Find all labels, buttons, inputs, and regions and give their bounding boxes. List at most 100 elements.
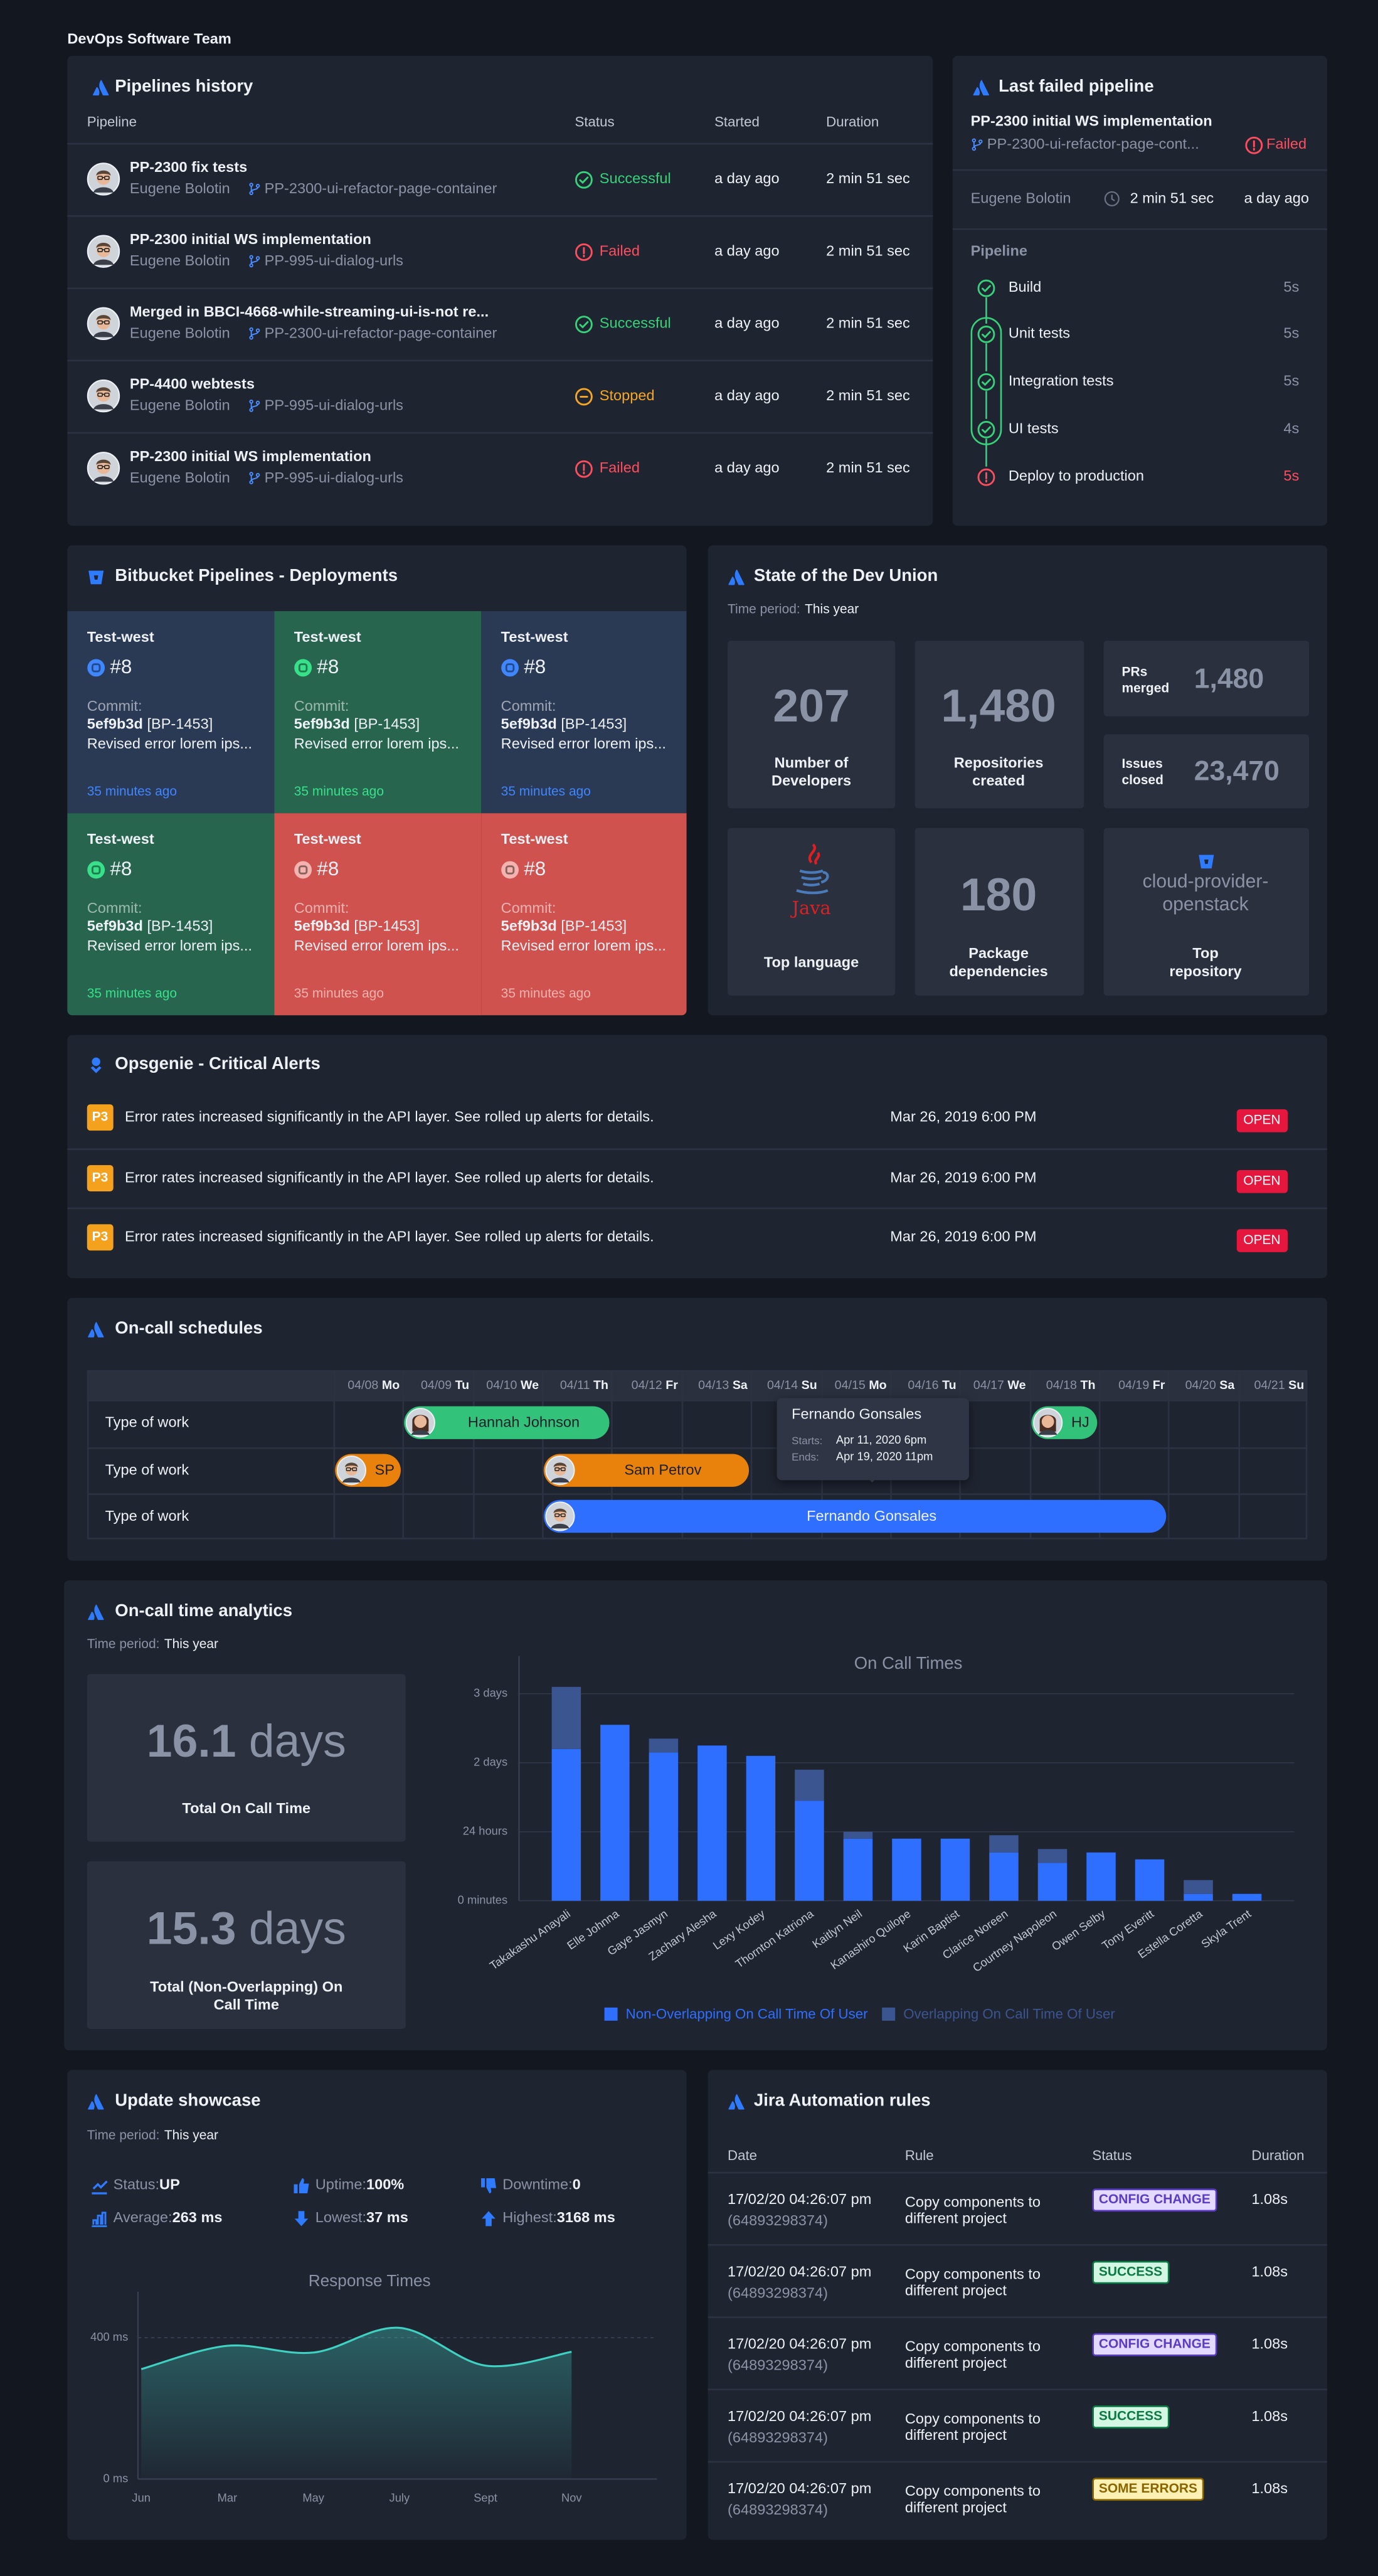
label: Hannah Johnson [467, 1413, 580, 1430]
shape [104, 465, 110, 469]
grid-line [1029, 1370, 1031, 1540]
step-connector [985, 439, 987, 467]
divider [67, 359, 933, 362]
date-header: 04/08 Mo [347, 1378, 400, 1393]
label: Stopped [599, 386, 655, 404]
text: Status: [113, 2176, 160, 2193]
date-header: 04/21 Su [1254, 1378, 1304, 1393]
panel-title: Update showcase [115, 2090, 261, 2111]
label: 17/02/20 04:26:07 pm [728, 2335, 872, 2352]
text: We [520, 1377, 539, 1393]
label: PP-2300 initial WS implementation [129, 447, 371, 465]
label: 2 min 51 sec [826, 386, 910, 404]
bar [1086, 1852, 1116, 1901]
divider [67, 287, 933, 289]
shape [249, 263, 253, 268]
y-tick-label: 24 hours [463, 1824, 507, 1838]
shape [972, 79, 988, 95]
shape [345, 1462, 358, 1467]
badge: OPEN [1236, 1229, 1288, 1252]
shape [92, 79, 109, 95]
shape [249, 183, 260, 196]
text: [BP-1453] [147, 917, 213, 934]
label: PP-2300 initial WS implementation [129, 231, 371, 248]
shape [104, 176, 110, 180]
avatar [87, 162, 120, 196]
area-fill [141, 2328, 572, 2479]
shape [977, 372, 995, 390]
shape [96, 243, 110, 257]
badge: OPEN [1236, 1109, 1288, 1132]
shape [1203, 858, 1208, 863]
text: 04/19 [1118, 1377, 1150, 1393]
label: This year [805, 601, 859, 617]
date-header: 04/11 Th [560, 1378, 608, 1393]
label: Type of work [105, 1461, 189, 1478]
stat-value: 207 [773, 680, 850, 732]
label: Successful [599, 170, 671, 187]
avatar [406, 1408, 436, 1438]
bar [1184, 1893, 1213, 1901]
shape [93, 331, 114, 338]
y-tick-label: 2 days [474, 1755, 507, 1769]
shape [973, 142, 982, 148]
label: Copy components to different project [904, 2193, 1041, 2227]
column-header: Status [1092, 2147, 1132, 2164]
grid-header [87, 1370, 1308, 1400]
tooltip-pointer [866, 1477, 878, 1482]
shape [574, 242, 592, 260]
shape [104, 248, 110, 252]
icon [249, 399, 260, 412]
shape [90, 865, 100, 874]
shape [93, 187, 114, 193]
date-header: 04/18 Th [1046, 1378, 1096, 1393]
shape [980, 284, 990, 292]
bar [1037, 1849, 1068, 1863]
shape [1244, 136, 1262, 154]
shape [250, 331, 259, 337]
divider [708, 2316, 1327, 2318]
icon [249, 183, 260, 196]
text: Th [593, 1377, 609, 1393]
text: UP [159, 2176, 180, 2193]
label: Eugene Bolotin [129, 180, 230, 197]
label: UI tests [1008, 420, 1059, 437]
shape [972, 138, 977, 143]
icon [92, 79, 109, 95]
column-header: Rule [904, 2147, 934, 2164]
shape [352, 1467, 358, 1471]
label: Mar 26, 2019 6:00 PM [890, 1169, 1037, 1186]
text: 263 ms [172, 2208, 223, 2226]
page-title: DevOps Software Team [67, 30, 231, 47]
column-header: Pipeline [87, 113, 137, 130]
bar [843, 1831, 873, 1839]
stat-value: 180 [960, 869, 1037, 920]
shape [1104, 191, 1120, 206]
label: Ends: [792, 1452, 819, 1464]
build-icon [86, 860, 104, 878]
label: Commit: [501, 697, 556, 715]
shape [250, 403, 259, 409]
shape [249, 472, 253, 476]
shape [574, 387, 592, 405]
x-tick-label: Takakashu Anayali [487, 1907, 573, 1972]
label: a day ago [1244, 189, 1310, 206]
text: [BP-1453] [354, 917, 420, 934]
build-icon [500, 860, 518, 878]
text: 5ef9b3d [87, 715, 143, 732]
deploy-card [274, 611, 482, 814]
label: Revised error lorem ips... [501, 937, 666, 954]
icon [87, 2093, 103, 2109]
label: Eugene Bolotin [129, 469, 230, 486]
icon [87, 1321, 103, 1337]
avatar [87, 452, 120, 485]
stat-value: 15.3 days [147, 1901, 346, 1956]
text: Sa [732, 1377, 748, 1393]
line [140, 2326, 572, 2370]
label: Copy components to different project [904, 2265, 1041, 2299]
label: PRs merged [1121, 664, 1170, 695]
label: Eugene Bolotin [129, 397, 230, 413]
label: Top repository [1169, 945, 1242, 979]
build-icon [293, 658, 311, 676]
